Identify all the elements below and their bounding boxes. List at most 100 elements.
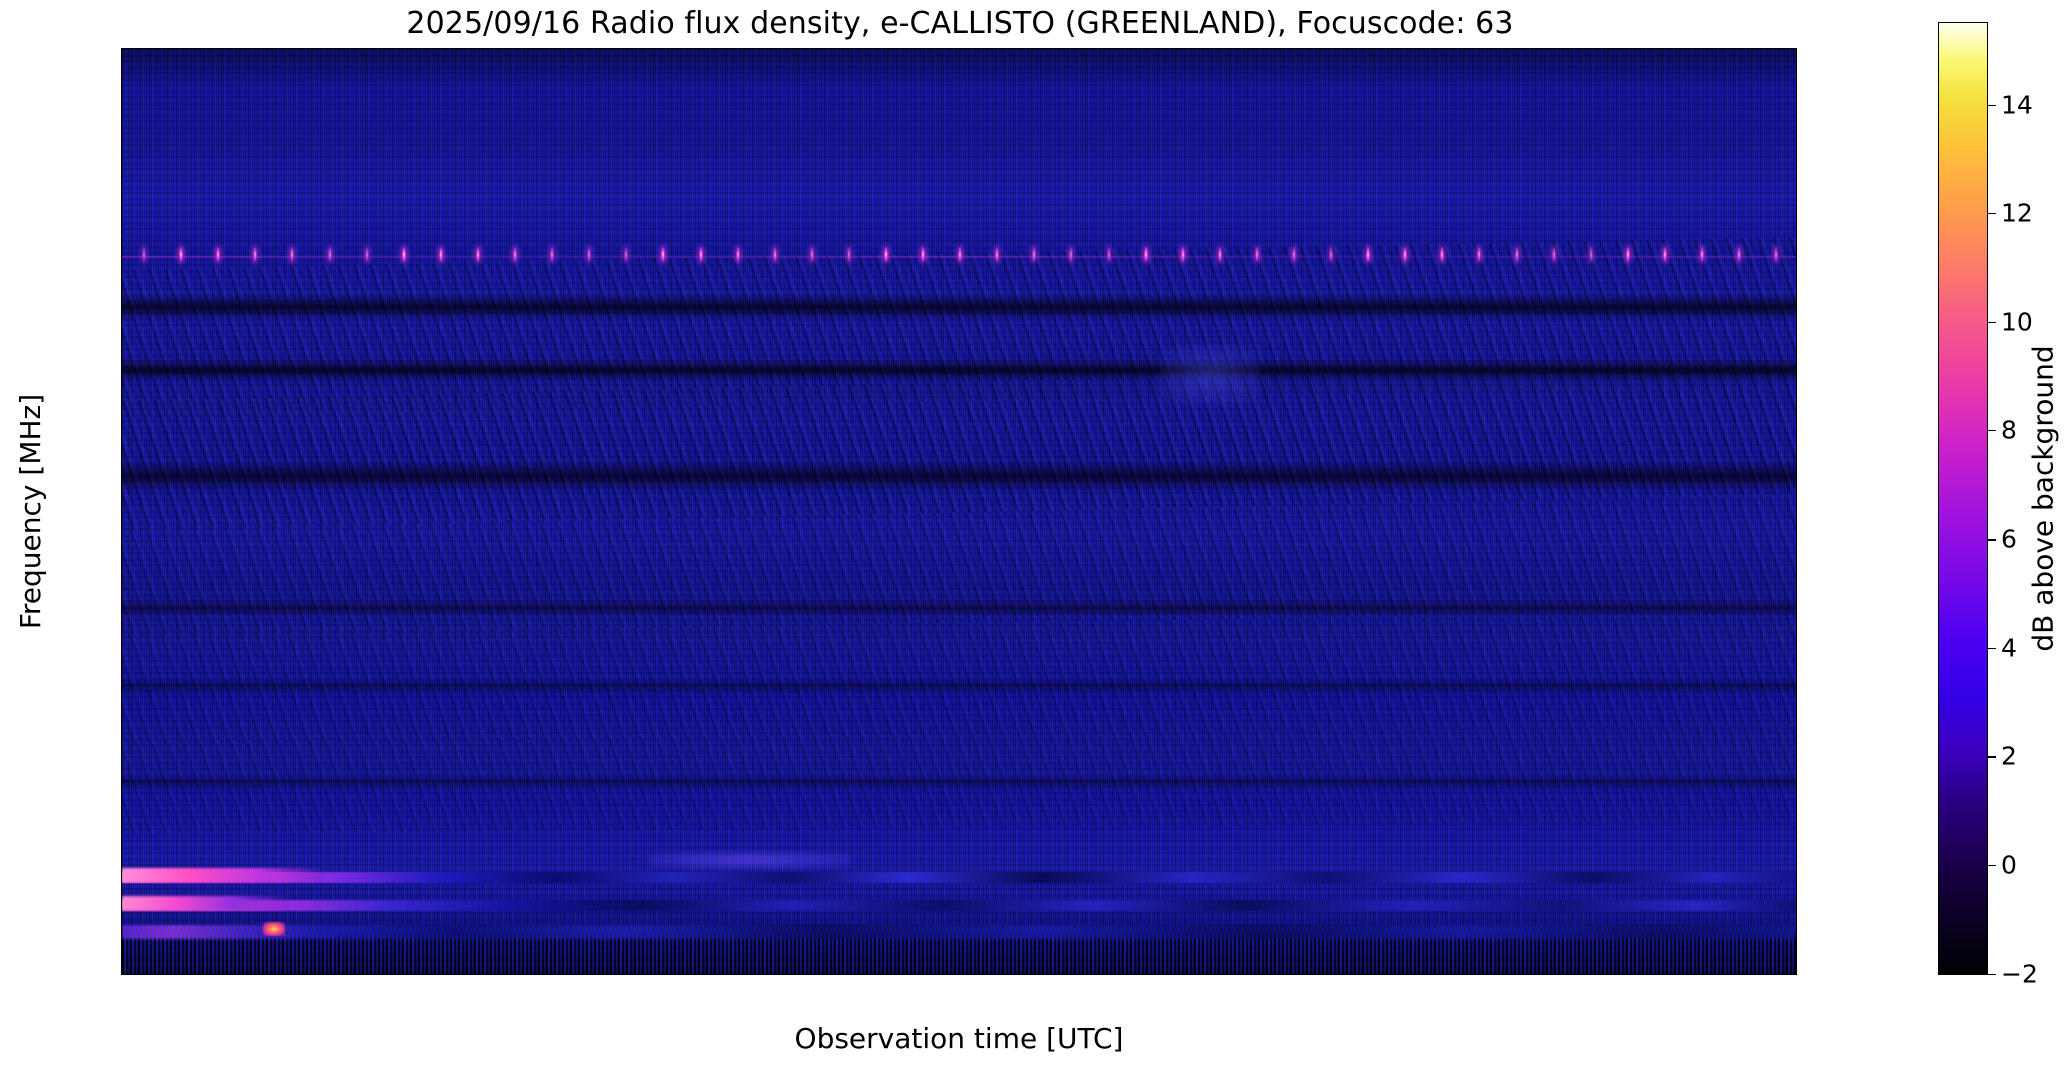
rfi-burst-15mhz-early xyxy=(122,896,290,911)
calibration-dot xyxy=(624,246,629,262)
x-axis-tick xyxy=(1379,974,1380,975)
rfi-burst-17mhz-early xyxy=(122,867,323,882)
colorbar-tick xyxy=(1987,104,1996,107)
rfi-streak-15mhz xyxy=(122,900,1796,911)
colorbar-tick xyxy=(1987,539,1996,541)
calibration-dot xyxy=(1737,246,1742,262)
rfi-hotspot-0847 xyxy=(262,922,285,937)
calibration-dots-78mhz xyxy=(122,49,1796,974)
colorbar-tick xyxy=(1987,864,1996,866)
colorbar-tick-label: −2 xyxy=(2001,959,2038,989)
calibration-dot xyxy=(995,246,1000,262)
calibration-dot xyxy=(327,246,332,262)
x-axis-tick xyxy=(374,974,375,975)
colorbar-label: dB above background xyxy=(2026,22,2060,975)
calibration-dot xyxy=(550,246,555,262)
colorbar-tick-label: 2 xyxy=(2001,741,2017,771)
calibration-dot xyxy=(290,246,295,262)
colorbar-tick xyxy=(1987,430,1996,432)
calibration-dot xyxy=(1700,246,1705,262)
colorbar-tick-label: 0 xyxy=(2001,850,2017,880)
x-axis-tick xyxy=(263,974,264,975)
calibration-dot xyxy=(1069,246,1074,262)
channel-banding-layer xyxy=(122,49,1796,974)
calibration-dot xyxy=(1662,246,1667,262)
x-axis-tick xyxy=(1490,974,1491,975)
colorbar-tick-label: 4 xyxy=(2001,633,2017,663)
calibration-dot xyxy=(142,246,147,262)
calibration-dot xyxy=(1440,246,1445,262)
calibration-dot xyxy=(1292,246,1296,262)
colorbar-tick-label: 10 xyxy=(2001,307,2033,337)
calibration-dot xyxy=(735,246,740,262)
noise-floor-layer xyxy=(122,49,1796,974)
page-title: 2025/09/16 Radio flux density, e-CALLIST… xyxy=(406,6,1514,41)
colorbar: −2 0 2 4 6 8 10 12 14 xyxy=(1938,22,2038,989)
calibration-dot xyxy=(772,246,777,262)
colorbar-tick xyxy=(1987,756,1996,758)
colorbar-label-text: dB above background xyxy=(2026,345,2060,652)
diffuse-enhancement-0852 xyxy=(649,850,851,869)
calibration-dot xyxy=(1217,246,1222,262)
x-axis-tick xyxy=(1602,974,1603,975)
calibration-dot xyxy=(1106,246,1111,262)
calibration-dot xyxy=(1774,246,1779,262)
calibration-dot xyxy=(1180,246,1185,262)
calibration-dot xyxy=(809,246,814,262)
calibration-dot xyxy=(587,246,592,262)
colorbar-tick-label: 12 xyxy=(2001,198,2033,228)
colorbar-tick-label: 6 xyxy=(2001,524,2017,554)
calibration-dot xyxy=(401,246,406,262)
calibration-dot xyxy=(253,246,258,262)
colorbar-tick xyxy=(1987,321,1996,323)
spectrogram-plot-area: 10080604020 08:4508:4608:4708:4808:4908:… xyxy=(121,48,1797,975)
y-axis-tick xyxy=(121,507,122,508)
calibration-dot xyxy=(179,246,184,262)
time-sample-noise-layer xyxy=(122,49,1796,974)
colorbar-tick xyxy=(1987,974,1996,976)
colorbar-tick xyxy=(1987,213,1996,215)
y-axis-tick xyxy=(121,896,122,897)
calibration-dot xyxy=(698,246,703,262)
y-axis-label: Frequency [MHz] xyxy=(14,48,48,975)
rfi-streak-17mhz xyxy=(122,872,1796,884)
x-axis-tick xyxy=(1044,974,1045,975)
x-axis-tick xyxy=(933,974,934,975)
dark-absorption-band-62mhz xyxy=(122,358,1796,381)
calibration-dot xyxy=(364,246,369,262)
dark-absorption-band-23mhz xyxy=(122,775,1796,790)
calibration-dot xyxy=(1032,246,1037,262)
calibration-dot xyxy=(1329,246,1334,262)
y-axis-tick xyxy=(121,117,122,118)
calibration-dot xyxy=(1477,246,1482,262)
calibration-dot xyxy=(883,246,888,262)
calibration-dot xyxy=(513,246,518,262)
y-axis-tick xyxy=(121,701,122,702)
x-axis-tick xyxy=(1267,974,1268,975)
x-axis-tick xyxy=(151,974,152,975)
calibration-dot xyxy=(1625,246,1630,262)
x-axis-tick xyxy=(486,974,487,975)
calibration-dot xyxy=(661,246,666,262)
colorbar-tick xyxy=(1987,647,1996,650)
bottom-sample-striping xyxy=(122,932,1796,974)
calibration-dot xyxy=(1588,246,1593,262)
rfi-streak-13mhz xyxy=(122,924,1796,939)
dark-absorption-band-54mhz xyxy=(122,460,1796,491)
calibration-dot xyxy=(475,246,480,262)
y-axis-label-text: Frequency [MHz] xyxy=(14,393,48,630)
x-axis-tick xyxy=(821,974,822,975)
dark-absorption-band-70mhz xyxy=(122,294,1796,321)
calibration-dot xyxy=(216,246,221,262)
calibration-dot xyxy=(958,246,963,262)
dark-absorption-band-30mhz xyxy=(122,678,1796,694)
calibration-dot xyxy=(1403,246,1408,262)
x-axis-tick xyxy=(1714,974,1715,975)
calibration-dot xyxy=(1254,246,1259,262)
x-axis-label: Observation time [UTC] xyxy=(794,1022,1124,1055)
calibration-dot xyxy=(1514,246,1519,262)
colorbar-tick-label: 8 xyxy=(2001,415,2017,445)
calibration-dot xyxy=(1366,246,1371,262)
calibration-dot xyxy=(1143,246,1148,262)
